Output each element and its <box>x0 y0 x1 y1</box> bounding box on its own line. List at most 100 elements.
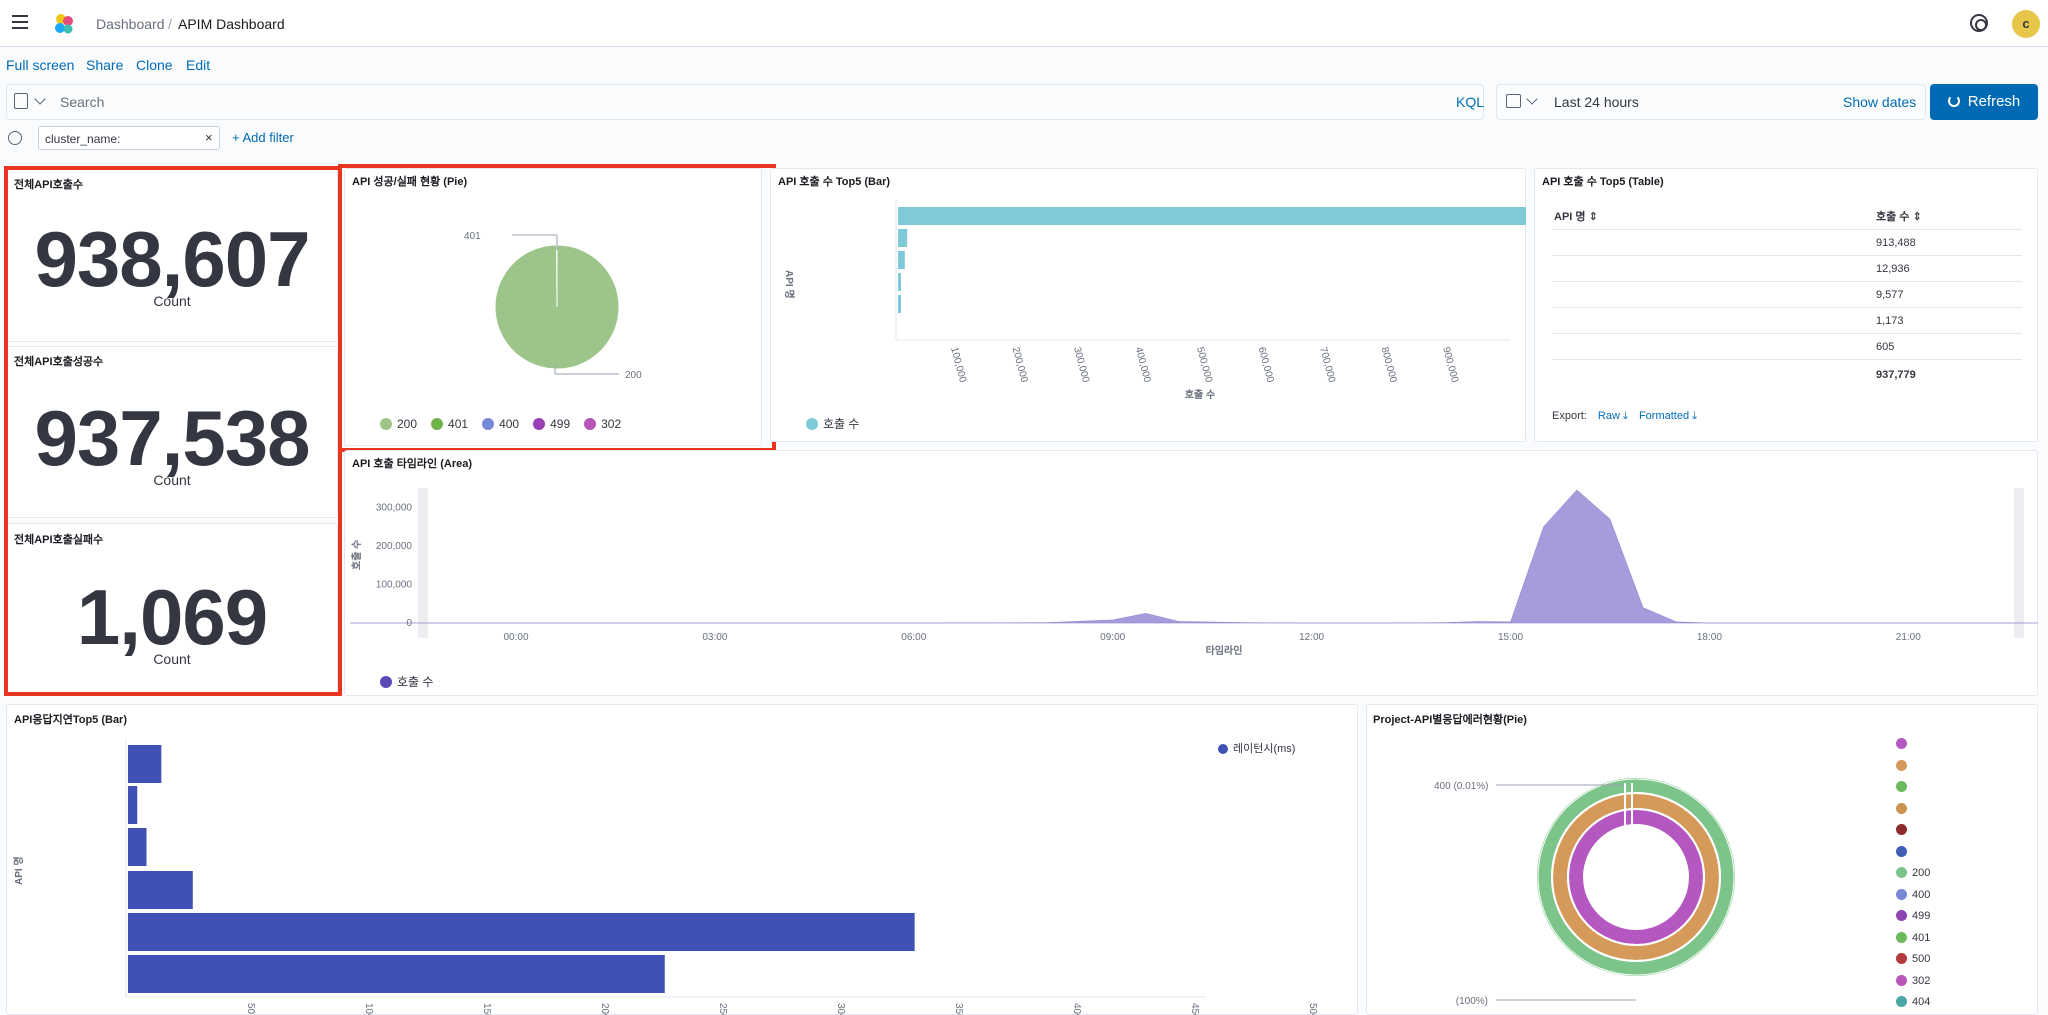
kql-toggle[interactable]: KQL <box>1456 94 1485 110</box>
legend-item[interactable]: 499 <box>533 417 570 431</box>
legend-item[interactable]: 302 <box>1896 974 1930 997</box>
legend-label: 499 <box>1912 910 1931 922</box>
share-link[interactable]: Share <box>86 57 124 73</box>
bar-xtick: 300,000 <box>1071 346 1091 384</box>
donut-ring-gap <box>1537 778 1735 976</box>
table-total-row: 937,779 <box>1552 362 2022 388</box>
area-panel <box>344 450 2038 696</box>
breadcrumb-dashboard[interactable]: Dashboard <box>96 16 165 32</box>
area-ytick: 300,000 <box>376 502 413 513</box>
table-cell-count: 913,488 <box>1876 237 1916 249</box>
metric-value: 938,607 <box>34 215 311 303</box>
table-cell-count: 1,173 <box>1876 315 1904 327</box>
column-header-count[interactable]: 호출 수 ⇕ <box>1876 211 1922 223</box>
bar-xtick: 700,000 <box>1317 346 1337 384</box>
legend-item[interactable]: 400 <box>1896 888 1931 911</box>
add-filter-button[interactable]: + Add filter <box>232 130 294 145</box>
bar-0 <box>898 207 1526 225</box>
area-ytick: 0 <box>406 618 412 629</box>
bar-xtick: 500,000 <box>1194 346 1214 384</box>
legend-dot <box>380 418 392 430</box>
legend-label: 400 <box>1912 888 1931 901</box>
bar-xtick: 600,000 <box>1256 346 1276 384</box>
legend-item[interactable]: 404 <box>1896 996 1930 1015</box>
export-formatted-link[interactable]: Formatted ⤓ <box>1639 410 1697 422</box>
panel-title: 전체API호출성공수 <box>14 356 104 368</box>
search-input[interactable]: Search <box>60 94 105 110</box>
table-body: 913,488 12,936 9,577 1,173 605 <box>1552 230 2022 360</box>
legend-item[interactable] <box>1896 759 1930 782</box>
menu-icon[interactable] <box>12 15 28 29</box>
legend-item[interactable] <box>1896 802 1930 825</box>
latency-xtick: 350 <box>953 1003 964 1015</box>
refresh-button[interactable]: Refresh <box>1930 84 2038 120</box>
table-cell-count: 12,936 <box>1876 263 1910 275</box>
legend-dot <box>1896 996 1907 1007</box>
table-row: 605 <box>1552 334 2022 360</box>
elastic-logo-icon[interactable] <box>52 12 76 36</box>
legend-item[interactable] <box>1896 781 1930 803</box>
search-bar[interactable] <box>6 84 1484 120</box>
legend-item[interactable]: 200 <box>380 417 417 431</box>
legend-item[interactable]: 500 <box>1896 953 1930 975</box>
pie-label-200: 200 <box>625 370 642 381</box>
show-dates-link[interactable]: Show dates <box>1843 94 1917 110</box>
legend-label: 499 <box>550 417 571 431</box>
filter-pill[interactable]: cluster_name: <box>38 126 220 150</box>
user-avatar[interactable]: c <box>2012 10 2040 38</box>
legend-dot <box>1896 824 1907 835</box>
panel-title: API 성공/실패 현황 (Pie) <box>352 176 468 188</box>
download-icon: ⤓ <box>1623 410 1628 422</box>
close-icon[interactable]: × <box>205 130 213 145</box>
bar-top5-chart: API 명 호출 수 100,000 200,000 300,000 400,000 5… <box>783 200 1526 401</box>
bar-3 <box>898 273 901 291</box>
legend-dot <box>1896 953 1907 964</box>
latency-legend: 레이턴시(ms) <box>1218 740 1295 756</box>
donut-ring-inner <box>1569 810 1703 944</box>
legend-item[interactable]: 401 <box>1896 931 1930 954</box>
legend-label: 302 <box>601 417 622 431</box>
area-ytick: 200,000 <box>376 541 413 552</box>
saved-query-icon[interactable] <box>14 93 28 109</box>
area-xtick: 18:00 <box>1697 632 1722 643</box>
legend-label: 401 <box>448 417 469 431</box>
area-xtick: 06:00 <box>901 632 926 643</box>
download-icon: ⤓ <box>1692 410 1698 422</box>
legend-item[interactable] <box>1896 738 1930 760</box>
latency-chart: API 명 50 100 150 200 250 300 350 400 450 500 <box>12 740 1318 1015</box>
legend-item[interactable]: 401 <box>431 417 468 431</box>
panel-title: 전체API호출실패수 <box>14 534 104 546</box>
legend-item[interactable]: 400 <box>482 417 519 431</box>
export-raw-link[interactable]: Raw ⤓ <box>1598 410 1628 422</box>
latency-ylabel: API 명 <box>12 856 25 885</box>
area-xtick: 21:00 <box>1896 632 1921 643</box>
metric-value: 937,538 <box>34 394 311 482</box>
latency-xtick: 200 <box>599 1003 610 1015</box>
time-picker[interactable] <box>1496 84 1926 120</box>
edit-link[interactable]: Edit <box>186 57 211 73</box>
top-header <box>0 0 2048 47</box>
calendar-icon[interactable] <box>1506 94 1521 108</box>
legend-dot <box>533 418 546 430</box>
donut-label-top: 400 (0.01%) <box>1434 781 1488 792</box>
time-range-text[interactable]: Last 24 hours <box>1554 94 1639 110</box>
legend-item[interactable]: 499 <box>1896 910 1930 932</box>
metric-panel-success <box>6 346 338 518</box>
bar-1 <box>898 229 908 247</box>
donut-legend: 200 400 499 401 500 302 404 <box>1896 738 1930 1015</box>
metric-label: Count <box>153 651 191 667</box>
panel-title: API 호출 수 Top5 (Table) <box>1542 176 1664 188</box>
legend-label: 200 <box>1912 867 1931 879</box>
legend-item[interactable]: 302 <box>584 417 621 431</box>
help-icon[interactable] <box>1970 14 1988 32</box>
table-row: 12,936 <box>1552 256 2022 282</box>
legend-item[interactable] <box>1896 845 1930 868</box>
filter-options-icon[interactable] <box>8 131 22 145</box>
full-screen-link[interactable]: Full screen <box>6 57 75 73</box>
area-chart: 호출 수 타임라인 0 100,000 200,000 300,000 00:00 03:… <box>350 488 2038 657</box>
donut-ring-gap <box>1567 808 1705 946</box>
clone-link[interactable]: Clone <box>136 57 173 73</box>
legend-item[interactable] <box>1896 824 1930 846</box>
legend-item[interactable]: 200 <box>1896 867 1930 889</box>
column-header-api[interactable]: API 명 ⇕ <box>1554 211 1598 223</box>
